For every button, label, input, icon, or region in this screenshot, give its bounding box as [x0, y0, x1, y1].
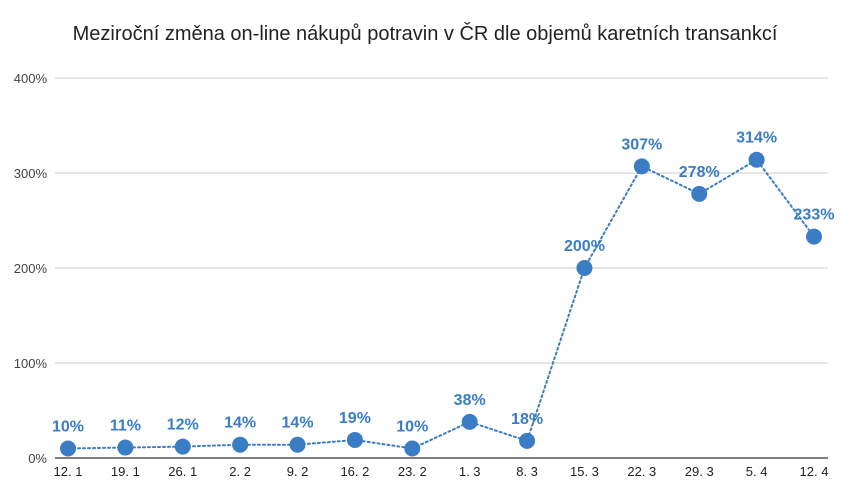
data-label: 10%: [52, 419, 84, 436]
x-tick-label: 16. 2: [340, 464, 369, 479]
grid-lines: [55, 77, 828, 459]
data-point: [346, 431, 363, 448]
data-point: [806, 228, 822, 245]
x-tick-label: 15. 3: [570, 464, 599, 479]
data-point: [289, 436, 306, 453]
data-points: [60, 151, 822, 457]
data-point: [60, 440, 76, 457]
data-label: 11%: [110, 418, 141, 435]
data-point: [519, 432, 536, 449]
y-tick-label: 0%: [28, 451, 47, 466]
data-point: [404, 440, 421, 457]
data-point: [691, 185, 708, 202]
data-label: 38%: [454, 392, 486, 409]
x-tick-label: 29. 3: [685, 464, 714, 479]
x-tick-label: 1. 3: [459, 464, 481, 479]
data-label: 307%: [621, 136, 662, 153]
data-label: 278%: [679, 164, 720, 181]
x-tick-label: 22. 3: [627, 464, 656, 479]
x-tick-label: 26. 1: [168, 464, 197, 479]
data-label: 10%: [396, 419, 428, 436]
data-label: 14%: [224, 415, 256, 432]
data-label: 19%: [339, 410, 371, 427]
x-tick-label: 9. 2: [287, 464, 309, 479]
x-tick-label: 12. 1: [54, 464, 83, 479]
data-point: [748, 151, 765, 168]
data-label: 233%: [794, 207, 835, 224]
data-point: [174, 438, 191, 455]
data-label: 200%: [564, 238, 605, 255]
data-label: 12%: [167, 417, 199, 434]
y-tick-label: 300%: [14, 166, 48, 181]
x-tick-label: 23. 2: [398, 464, 427, 479]
series-line-path: [67, 158, 815, 450]
data-label: 14%: [282, 415, 314, 432]
data-label: 18%: [511, 411, 543, 428]
y-tick-label: 400%: [14, 71, 48, 86]
x-tick-label: 2. 2: [229, 464, 251, 479]
chart-title: Meziroční změna on-line nákupů potravin …: [73, 22, 778, 45]
y-tick-label: 200%: [14, 261, 48, 276]
data-point: [576, 260, 593, 276]
x-tick-label: 5. 4: [746, 464, 768, 479]
data-point: [461, 413, 478, 430]
data-labels: 10% 11% 12% 14% 14% 19% 10% 38% 18% 200% 307% 278% 3…: [52, 130, 834, 436]
y-axis-ticks: 0% 100% 200% 300% 400%: [14, 71, 48, 466]
data-point: [633, 158, 650, 175]
x-tick-label: 8. 3: [516, 464, 538, 479]
data-label: 314%: [736, 130, 777, 147]
x-axis-ticks: 12. 1 19. 1 26. 1 2. 2 9. 2 16. 2 23. 2 1. 3 8. …: [54, 464, 829, 479]
x-tick-label: 12. 4: [800, 464, 829, 479]
data-point: [117, 439, 134, 456]
series-line: [67, 158, 815, 450]
data-point: [232, 436, 249, 453]
y-tick-label: 100%: [14, 356, 48, 371]
x-tick-label: 19. 1: [111, 464, 140, 479]
